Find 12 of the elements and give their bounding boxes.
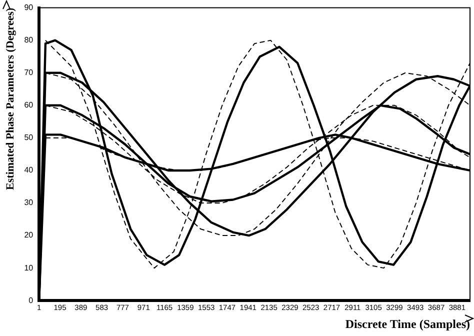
y-axis-title: Estimated Phase Parameters (Degrees): [4, 7, 16, 190]
y-tick-label: 0: [28, 296, 34, 305]
y-tick-label: 80: [24, 36, 34, 45]
x-axis-title: Discrete Time (Samples): [345, 316, 470, 331]
y-tick-label: 10: [24, 263, 34, 272]
y-tick-label: 20: [24, 230, 34, 240]
y-tick-label: 40: [24, 166, 34, 175]
y-tick-label: 30: [24, 198, 34, 208]
y-tick-label: 90: [24, 3, 34, 12]
y-tick-label: 70: [24, 68, 34, 78]
y-tick-label: 50: [24, 133, 34, 142]
y-tick-label: 60: [24, 100, 34, 110]
